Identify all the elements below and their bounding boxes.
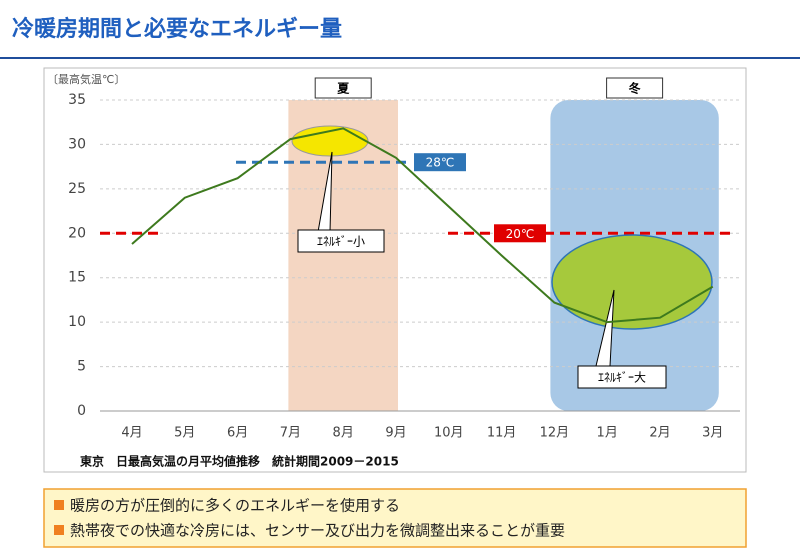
energy-ellipse bbox=[551, 234, 713, 330]
callout-box bbox=[297, 229, 385, 253]
x-tick-label: 12月 bbox=[540, 426, 570, 441]
notes-box bbox=[43, 488, 747, 548]
callout-text: ｴﾈﾙｷﾞｰ小 bbox=[317, 235, 365, 249]
bullet bbox=[54, 525, 64, 535]
x-tick-label: 1月 bbox=[597, 426, 618, 441]
x-tick-label: 9月 bbox=[385, 426, 406, 441]
note: 熱帯夜での快適な冷房には、センサー及び出力を微調整出来ることが重要 bbox=[70, 522, 565, 540]
callout-text: ｴﾈﾙｷﾞｰ大 bbox=[598, 371, 646, 385]
season-label-box bbox=[606, 77, 664, 99]
y-tick-label: 15 bbox=[68, 270, 86, 286]
x-tick-label: 10月 bbox=[434, 426, 464, 441]
x-tick-label: 2月 bbox=[649, 426, 670, 441]
y-tick-label: 10 bbox=[68, 314, 86, 330]
x-tick-label: 7月 bbox=[280, 426, 301, 441]
x-tick-label: 6月 bbox=[227, 426, 248, 441]
energy-ellipse bbox=[291, 125, 369, 157]
slide-title: 冷暖房期間と必要なエネルギー量 bbox=[12, 16, 342, 42]
x-tick-label: 8月 bbox=[333, 426, 354, 441]
season-label-box bbox=[314, 77, 372, 99]
data-line bbox=[131, 127, 714, 324]
y-tick-label: 35 bbox=[68, 92, 86, 108]
y-tick-label: 20 bbox=[68, 225, 86, 241]
reference-label-box bbox=[414, 153, 466, 172]
note: 暖房の方が圧倒的に多くのエネルギーを使用する bbox=[70, 497, 400, 515]
reference-label-box bbox=[494, 224, 546, 243]
y-axis-label: 〔最高気温℃〕 bbox=[47, 72, 125, 86]
y-tick-label: 25 bbox=[68, 181, 86, 197]
x-tick-label: 5月 bbox=[174, 426, 195, 441]
y-tick-label: 5 bbox=[77, 359, 86, 375]
x-tick-label: 4月 bbox=[121, 426, 142, 441]
reference-label: 28℃ bbox=[426, 156, 455, 170]
callout-box bbox=[577, 365, 667, 389]
y-tick-label: 0 bbox=[77, 403, 86, 419]
x-tick-label: 3月 bbox=[702, 426, 723, 441]
season-label: 夏 bbox=[337, 82, 350, 96]
y-tick-label: 30 bbox=[68, 136, 86, 152]
season-label: 冬 bbox=[629, 81, 641, 96]
bullet bbox=[54, 500, 64, 510]
x-tick-label: 11月 bbox=[487, 426, 517, 441]
reference-label: 20℃ bbox=[506, 227, 535, 241]
caption: 東京 日最高気温の月平均値推移 統計期間2009－2015 bbox=[80, 454, 399, 469]
